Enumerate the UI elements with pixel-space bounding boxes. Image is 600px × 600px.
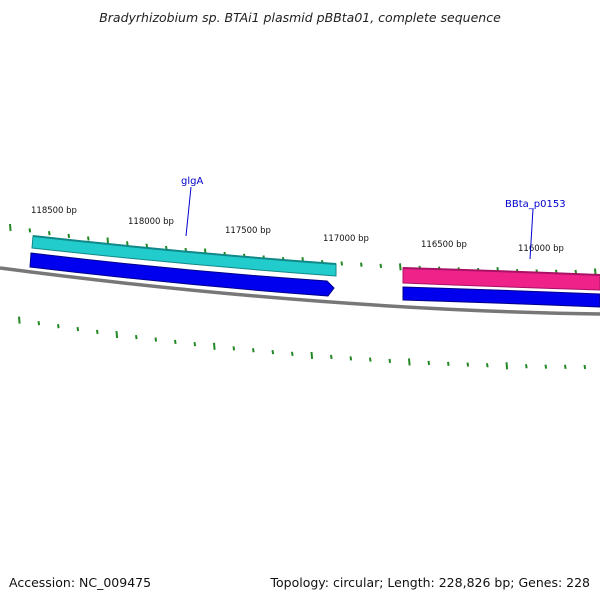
- lower-tick-5: [115, 330, 119, 339]
- upper-tick-18: [360, 262, 363, 267]
- lower-tick-26: [525, 364, 528, 369]
- lower-tick-2: [57, 324, 60, 329]
- lower-tick-12: [252, 348, 255, 353]
- lower-tick-19: [388, 358, 392, 363]
- lower-tick-16: [330, 354, 333, 360]
- lower-tick-22: [447, 361, 450, 366]
- lower-tick-4: [96, 329, 99, 335]
- tick-label-118000: 118000 bp: [128, 217, 174, 227]
- lower-tick-11: [232, 346, 236, 351]
- tick-label-116000: 116000 bp: [518, 244, 564, 254]
- tick-label-117500: 117500 bp: [225, 226, 271, 236]
- lower-tick-28: [564, 364, 567, 369]
- upper-tick-3: [67, 233, 71, 239]
- feature-blue-reverse-2[interactable]: [402, 286, 600, 308]
- lower-tick-18: [369, 357, 372, 362]
- tick-label-117000: 117000 bp: [323, 234, 369, 244]
- lower-tick-13: [271, 349, 275, 355]
- upper-tick-17: [340, 261, 344, 266]
- lower-tick-27: [544, 364, 548, 369]
- upper-tick-2: [48, 231, 51, 236]
- upper-tick-1: [28, 228, 32, 233]
- feature-blue-reverse-1[interactable]: [29, 252, 335, 297]
- lower-tick-14: [291, 351, 294, 356]
- lower-tick-21: [427, 360, 431, 366]
- lower-tick-3: [76, 326, 80, 332]
- lower-tick-7: [154, 337, 158, 342]
- lower-tick-6: [135, 334, 138, 340]
- tick-labels: 118500 bp 118000 bp 117500 bp 117000 bp …: [31, 206, 564, 254]
- upper-tick-6: [126, 241, 129, 246]
- lower-tick-0: [18, 316, 21, 324]
- topology-summary: Topology: circular; Length: 228,826 bp; …: [270, 575, 591, 590]
- upper-tick-4: [87, 236, 90, 241]
- upper-tick-19: [379, 263, 383, 268]
- lower-tick-marks: [18, 316, 587, 370]
- lower-tick-9: [193, 342, 197, 347]
- lower-tick-17: [349, 356, 353, 361]
- tick-label-116500: 116500 bp: [421, 240, 467, 250]
- plasmid-backbone: [0, 266, 600, 316]
- lower-tick-24: [486, 363, 489, 368]
- accession-text: Accession: NC_009475: [9, 575, 152, 590]
- upper-tick-20: [399, 263, 402, 271]
- map-title: Bradyrhizobium sp. BTAi1 plasmid pBBta01…: [99, 10, 501, 25]
- lower-tick-29: [583, 364, 587, 370]
- lower-tick-15: [310, 351, 314, 360]
- lower-tick-20: [408, 358, 411, 366]
- lower-tick-25: [505, 362, 509, 370]
- feature-glgA[interactable]: [31, 235, 337, 277]
- glgA-leader-line: [185, 186, 192, 237]
- upper-tick-0: [9, 223, 12, 232]
- BBta_p0153-leader-line: [529, 208, 534, 260]
- lower-tick-1: [37, 321, 41, 326]
- lower-tick-10: [213, 342, 216, 350]
- feature-BBta_p0153[interactable]: [402, 267, 600, 291]
- gene-label-glgA[interactable]: glgA: [181, 176, 203, 187]
- gene-label-BBta_p0153[interactable]: BBta_p0153: [505, 199, 566, 210]
- tick-label-118500: 118500 bp: [31, 206, 77, 216]
- lower-tick-8: [174, 339, 177, 345]
- lower-tick-23: [466, 362, 470, 367]
